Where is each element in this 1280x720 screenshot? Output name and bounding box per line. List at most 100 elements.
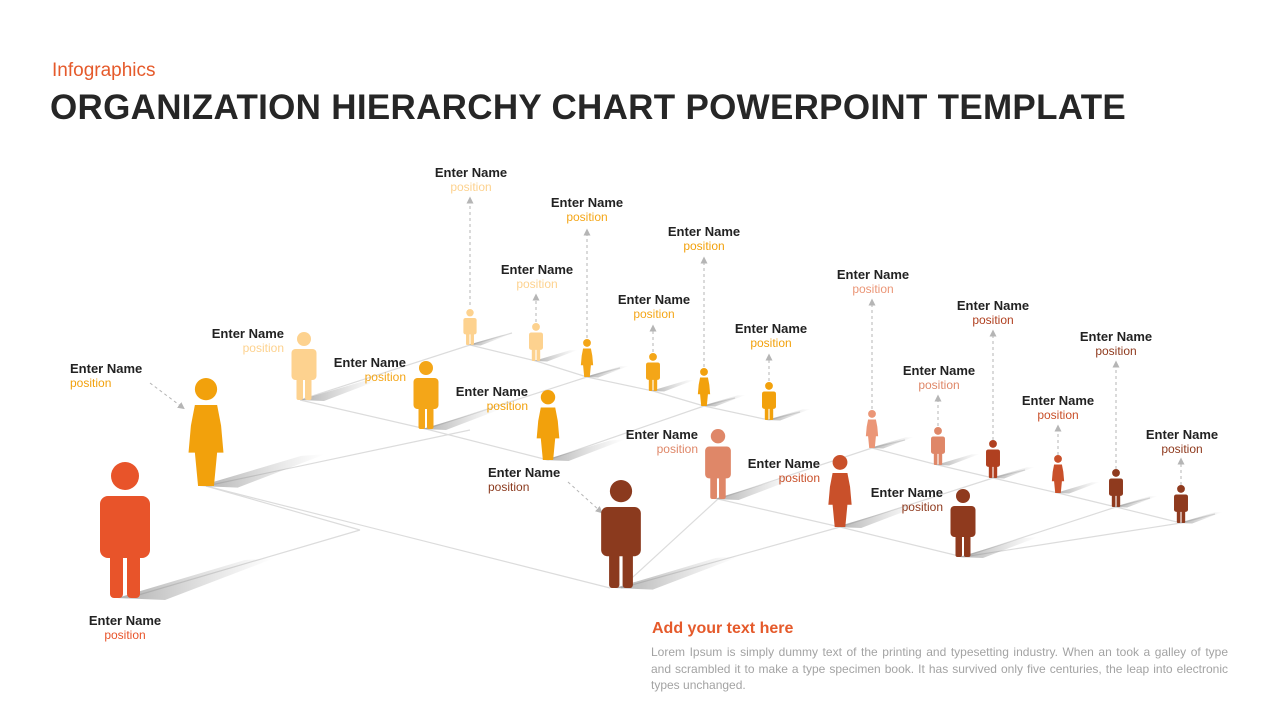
connector-line — [425, 428, 549, 461]
person-position: position — [778, 471, 820, 486]
figure-body — [529, 332, 543, 350]
figure-shadow — [300, 380, 379, 401]
figure-shadow — [650, 379, 695, 392]
figure-leg — [418, 405, 425, 429]
person-figure — [828, 455, 852, 527]
connector-line — [299, 344, 471, 401]
note-body: Lorem Ipsum is simply dummy text of the … — [651, 645, 1228, 692]
figure-leg — [531, 347, 536, 361]
person-position: position — [1161, 442, 1203, 457]
person-figure — [931, 427, 945, 465]
person-figure — [950, 489, 976, 557]
page-title: ORGANIZATION HIERARCHY CHART POWERPOINT … — [50, 88, 1127, 127]
figure-body — [580, 348, 594, 377]
note-title: Add your text here — [652, 620, 794, 637]
figure-leg — [536, 347, 541, 361]
figure-body — [762, 391, 776, 409]
figure-shadow — [117, 558, 275, 600]
figure-shadow — [614, 556, 741, 590]
person-figure — [762, 382, 776, 420]
connector-line — [703, 405, 770, 421]
person-figure — [1109, 469, 1123, 507]
person-label: Enter Name position — [837, 267, 909, 296]
figure-leg — [470, 332, 474, 345]
connector-line — [839, 526, 964, 558]
person-figure — [580, 339, 594, 377]
person-position: position — [242, 341, 284, 356]
figure-body — [413, 378, 439, 409]
person-figure — [463, 309, 477, 345]
connector-line — [1115, 506, 1182, 524]
figure-body — [931, 436, 945, 454]
figure-leg — [1111, 493, 1116, 507]
person-figure — [529, 323, 543, 361]
figure-leg — [127, 550, 140, 598]
connector-line — [620, 498, 719, 589]
person-position: position — [364, 370, 406, 385]
person-label: Enter Name position — [434, 165, 508, 194]
person-label: Enter Name position — [1080, 329, 1152, 359]
figure-head — [466, 309, 474, 317]
person-figure — [865, 410, 879, 448]
figure-head — [765, 382, 773, 390]
person-position: position — [516, 277, 558, 292]
person-name: Enter Name — [956, 298, 1030, 313]
figure-shadow — [584, 365, 629, 378]
person-figure — [188, 378, 224, 486]
figure-leg — [933, 451, 938, 465]
person-figure — [601, 480, 641, 588]
person-position: position — [972, 313, 1014, 328]
figure-body — [463, 318, 477, 335]
figure-head — [956, 489, 970, 503]
connector-line — [1057, 492, 1117, 508]
person-name: Enter Name — [902, 363, 976, 378]
figure-body — [950, 506, 976, 537]
person-label: Enter Name position — [1022, 393, 1094, 423]
figure-head — [989, 440, 997, 448]
person-figure — [986, 440, 1000, 478]
figure-shadow — [713, 478, 796, 501]
figure-leg — [764, 406, 769, 420]
person-label: Enter Name position — [70, 361, 142, 391]
person-position: position — [901, 500, 943, 515]
figure-body — [828, 473, 852, 527]
figure-head — [700, 368, 708, 376]
figure-leg — [964, 533, 971, 557]
connector-line — [299, 399, 427, 430]
person-name: Enter Name — [625, 427, 698, 442]
dashed-arrows — [149, 196, 1185, 514]
figure-body — [986, 449, 1000, 467]
connector-line — [992, 477, 1059, 494]
person-label: Enter Name position — [89, 613, 161, 642]
connector-line — [937, 464, 994, 479]
figure-leg — [653, 377, 658, 391]
figure-shadows — [117, 334, 1223, 600]
person-name: Enter Name — [870, 485, 943, 500]
figure-shadow — [199, 454, 326, 488]
figure-leg — [648, 377, 653, 391]
person-name: Enter Name — [434, 165, 508, 180]
person-figure — [100, 462, 150, 598]
figure-head — [1054, 455, 1062, 463]
connector-line — [205, 485, 361, 531]
dashed-arrow — [567, 481, 603, 514]
person-position: position — [70, 376, 112, 391]
person-name: Enter Name — [1145, 427, 1219, 442]
figure-head — [111, 462, 139, 490]
person-position: position — [1037, 408, 1079, 423]
figure-shadow — [935, 453, 980, 466]
person-figure — [705, 429, 731, 499]
person-figure — [413, 361, 439, 429]
person-label: Enter Name position — [618, 292, 690, 321]
figure-head — [532, 323, 540, 331]
figure-shadow — [835, 505, 920, 529]
figure-leg — [710, 474, 717, 499]
connector-line — [717, 498, 841, 528]
figure-leg — [110, 550, 123, 598]
figure-leg — [305, 376, 312, 400]
person-label: Enter Name position — [488, 465, 560, 494]
figure-leg — [1181, 509, 1186, 523]
figure-leg — [938, 451, 943, 465]
person-position: position — [1095, 344, 1137, 359]
person-position: position — [566, 210, 608, 225]
